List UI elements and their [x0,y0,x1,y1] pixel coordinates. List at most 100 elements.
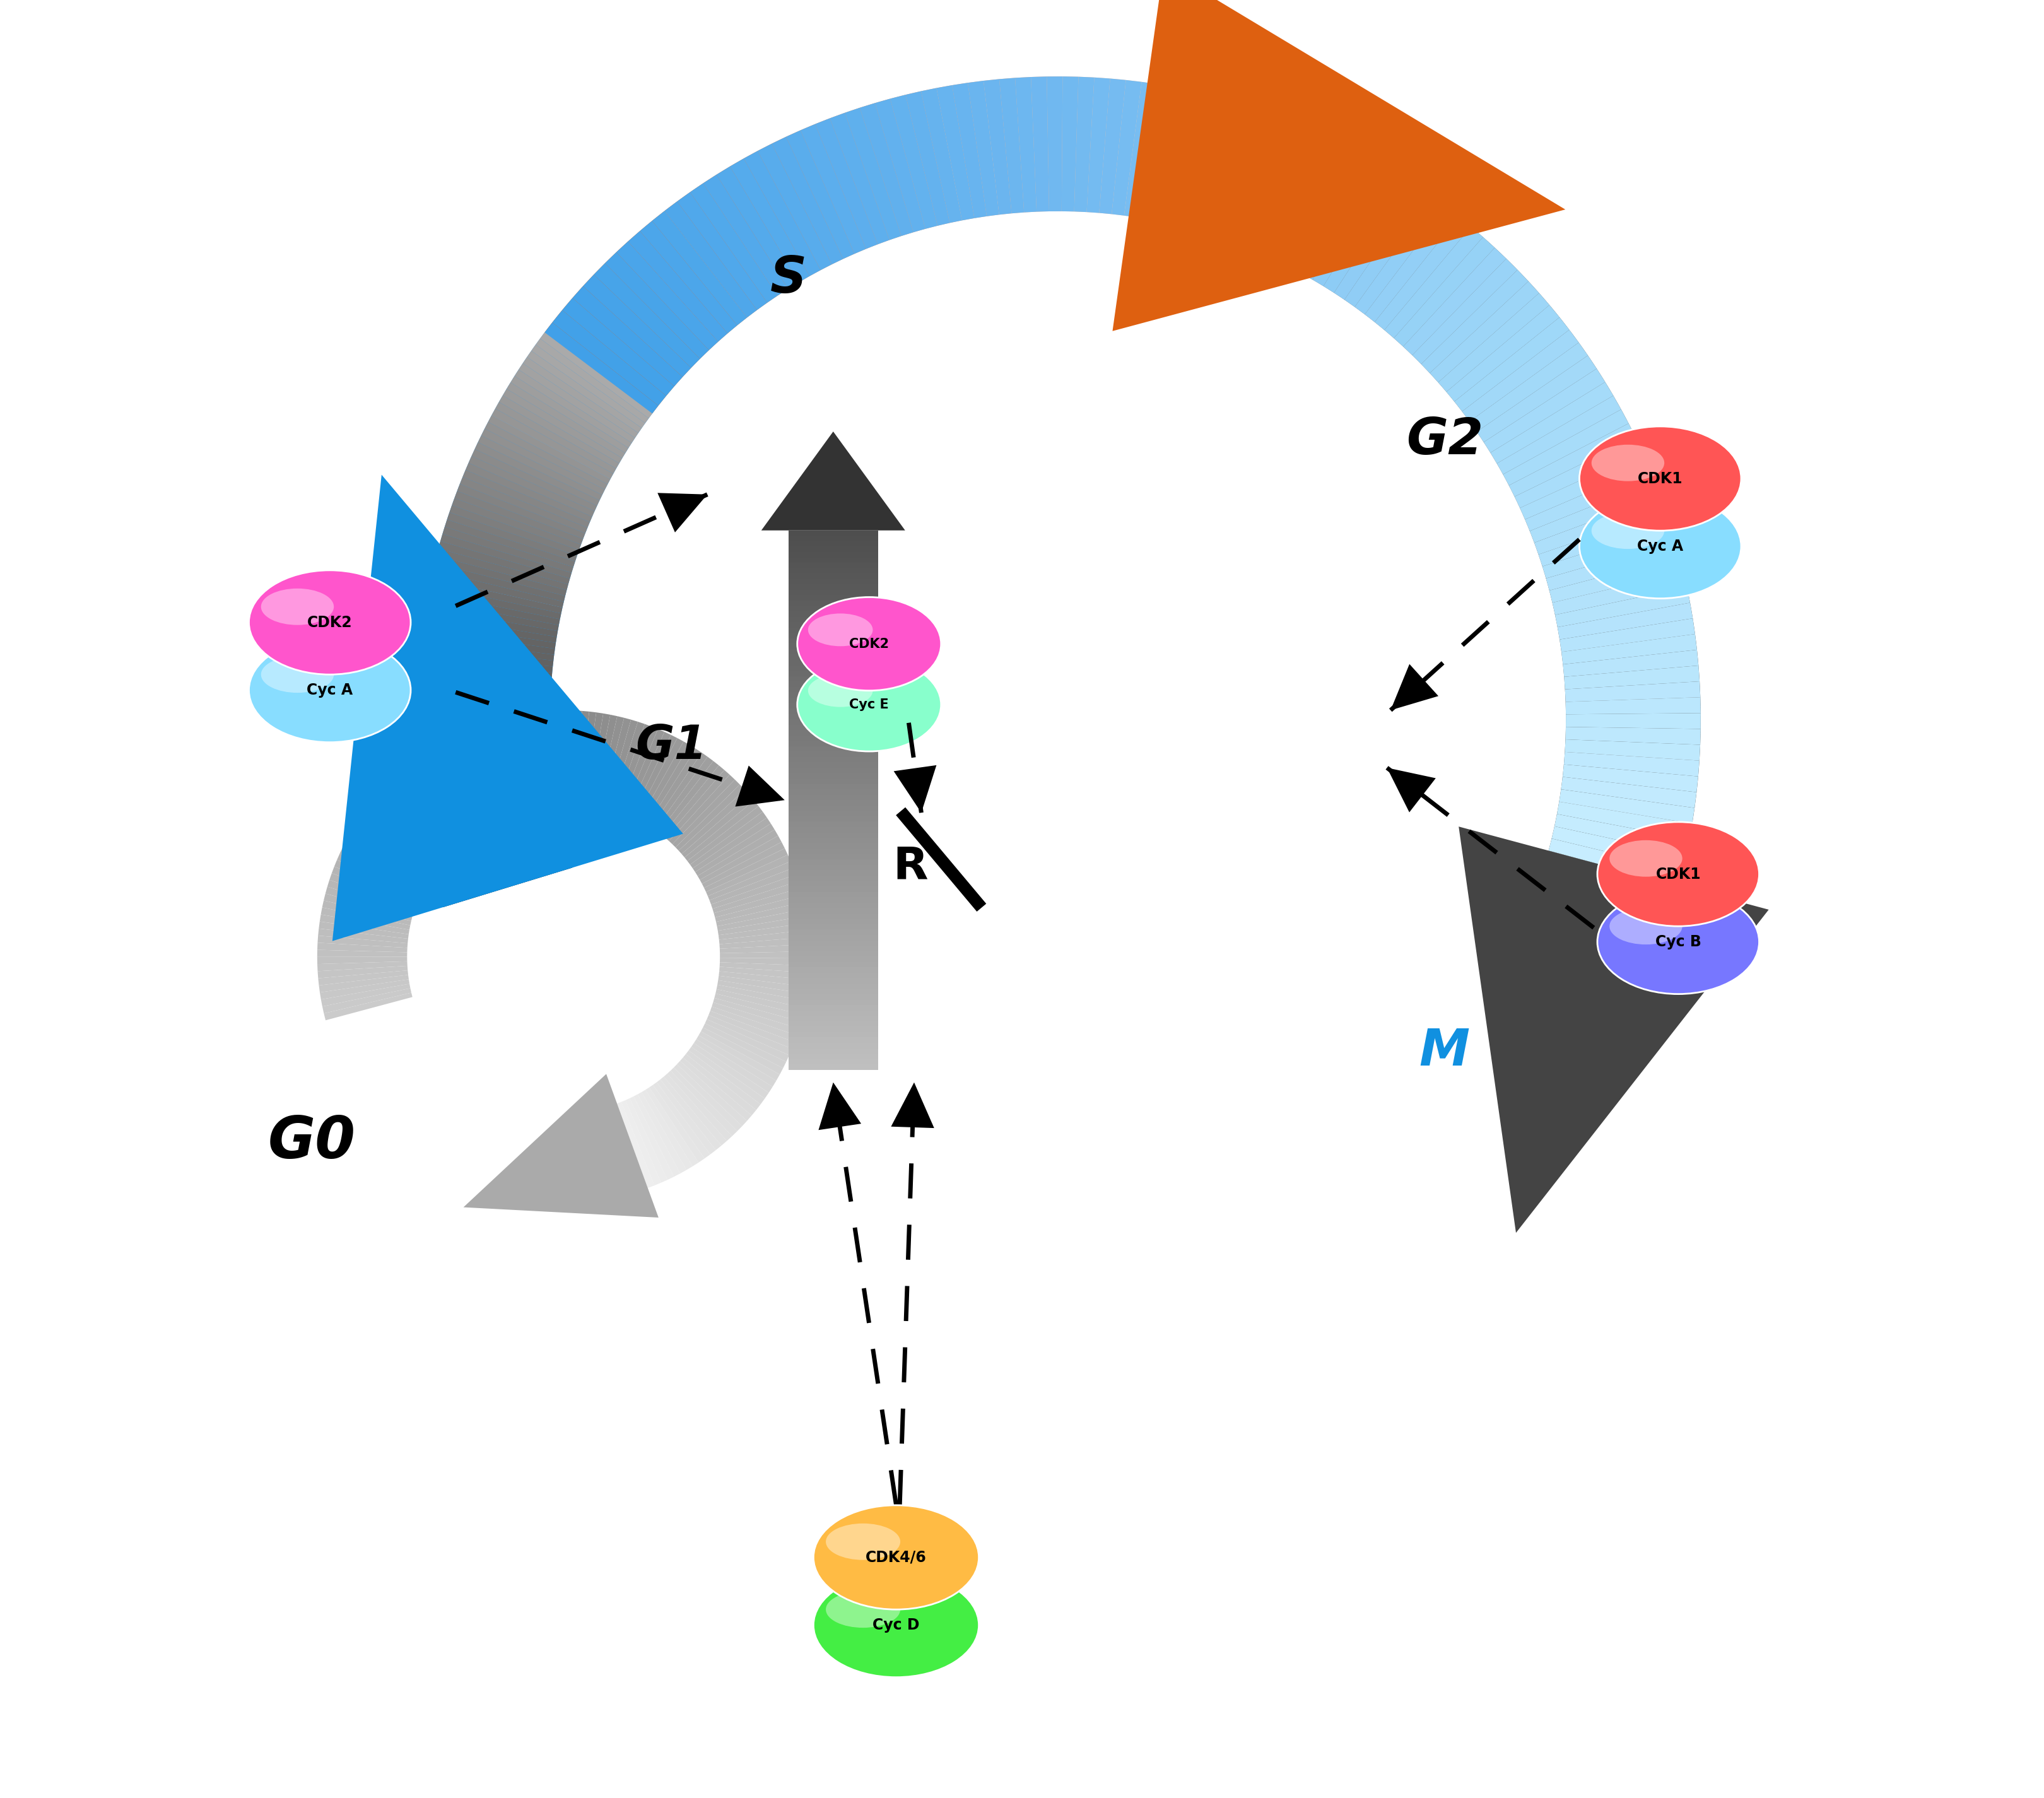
Polygon shape [617,241,717,351]
Ellipse shape [1580,426,1741,530]
Polygon shape [1566,681,1701,701]
Polygon shape [789,967,879,973]
Polygon shape [531,345,646,428]
Polygon shape [319,980,409,1000]
Polygon shape [789,827,879,832]
Polygon shape [617,1102,654,1188]
Polygon shape [484,721,517,809]
Polygon shape [1496,396,1621,475]
Polygon shape [893,766,936,813]
Polygon shape [421,786,556,811]
Polygon shape [832,115,883,245]
Polygon shape [417,667,552,685]
Polygon shape [1128,83,1157,218]
Polygon shape [335,859,419,899]
Polygon shape [1112,81,1134,214]
Polygon shape [922,88,963,223]
Polygon shape [717,976,807,994]
Polygon shape [507,374,630,457]
Polygon shape [417,757,552,782]
Polygon shape [419,640,554,669]
Polygon shape [597,716,623,806]
Polygon shape [789,978,879,984]
Polygon shape [1545,536,1676,581]
Polygon shape [1543,525,1676,579]
Polygon shape [405,764,466,838]
Polygon shape [789,649,879,654]
Polygon shape [603,717,632,806]
Polygon shape [789,1048,879,1054]
Polygon shape [599,266,699,365]
Ellipse shape [1596,822,1760,926]
Polygon shape [1210,106,1265,239]
Polygon shape [1566,726,1701,744]
Polygon shape [709,176,787,293]
Ellipse shape [807,613,873,645]
Polygon shape [419,645,554,667]
Polygon shape [321,908,411,930]
Polygon shape [717,985,805,1009]
Polygon shape [1030,77,1049,212]
Polygon shape [1419,266,1521,367]
Polygon shape [789,1027,879,1032]
Polygon shape [1555,814,1690,854]
Polygon shape [1239,119,1296,248]
Polygon shape [736,766,785,807]
Polygon shape [1310,162,1386,282]
Polygon shape [329,874,417,908]
Polygon shape [628,237,722,342]
Polygon shape [1335,180,1416,297]
Polygon shape [983,79,1012,214]
Polygon shape [844,111,893,241]
Polygon shape [699,836,781,885]
Polygon shape [439,534,572,579]
Polygon shape [1376,218,1472,331]
Polygon shape [1247,122,1304,250]
Polygon shape [1555,816,1688,850]
Polygon shape [687,1050,760,1109]
Text: Cyc A: Cyc A [307,683,354,698]
Polygon shape [662,766,724,838]
Polygon shape [323,894,413,921]
Polygon shape [719,922,809,940]
Polygon shape [685,800,758,861]
Polygon shape [789,617,879,622]
Polygon shape [789,886,879,892]
Polygon shape [758,144,832,270]
Polygon shape [339,847,423,892]
Polygon shape [936,86,967,221]
Polygon shape [319,915,409,935]
Polygon shape [458,732,501,814]
Polygon shape [1053,77,1059,212]
Polygon shape [701,841,785,888]
Polygon shape [415,732,550,752]
Polygon shape [1504,412,1627,482]
Polygon shape [1390,663,1439,710]
Polygon shape [648,219,738,327]
Polygon shape [789,611,879,617]
Polygon shape [1545,541,1680,590]
Polygon shape [358,816,435,872]
Polygon shape [1535,496,1666,554]
Polygon shape [1177,95,1218,227]
Polygon shape [593,714,617,804]
Polygon shape [789,870,879,876]
Polygon shape [632,735,677,818]
Polygon shape [709,868,795,904]
Ellipse shape [826,1523,899,1561]
Polygon shape [818,1082,861,1129]
Polygon shape [1515,437,1643,509]
Polygon shape [789,806,879,811]
Polygon shape [495,403,615,473]
Polygon shape [697,829,779,879]
Polygon shape [871,102,914,234]
Polygon shape [818,120,873,248]
Polygon shape [570,710,583,800]
Polygon shape [963,83,989,218]
Polygon shape [319,928,409,944]
Polygon shape [1562,777,1697,807]
Polygon shape [566,300,672,392]
Polygon shape [1322,171,1400,289]
Polygon shape [1564,649,1699,676]
Ellipse shape [1592,444,1664,482]
